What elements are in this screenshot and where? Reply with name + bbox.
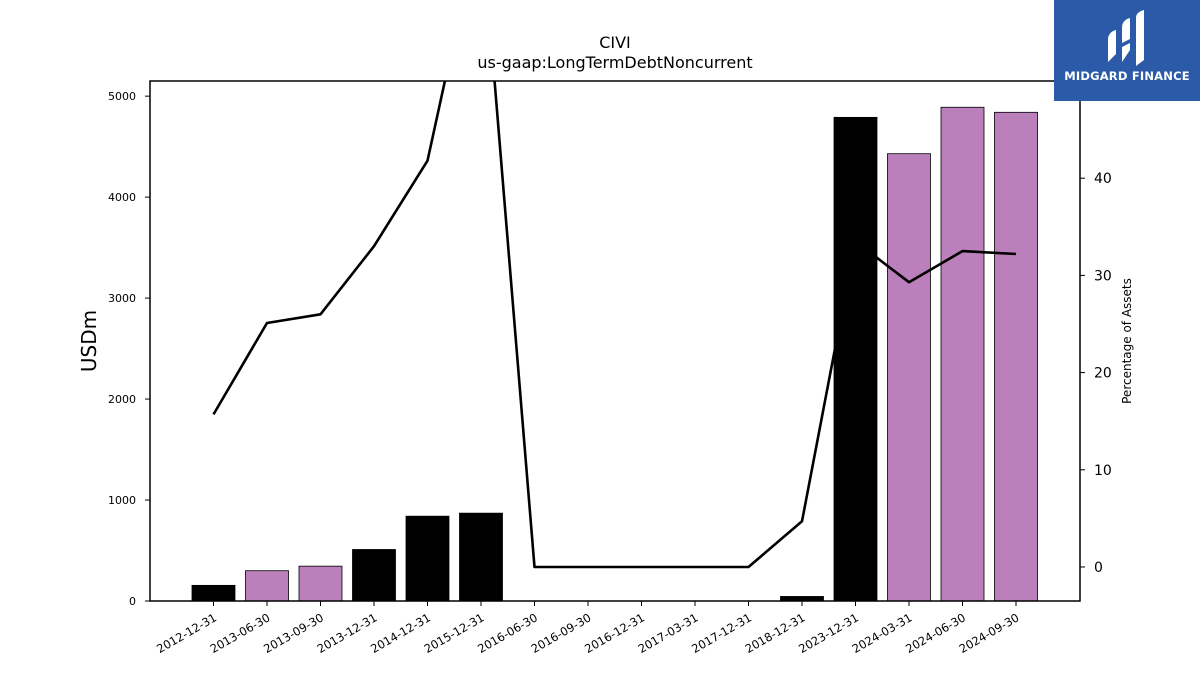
y2-axis-label: Percentage of Assets <box>1120 278 1134 404</box>
bar <box>352 549 396 602</box>
x-tick-label: 2015-12-31 <box>422 610 487 656</box>
x-tick-label: 2013-09-30 <box>261 610 326 656</box>
x-tick-label: 2017-03-31 <box>636 610 701 656</box>
x-tick-label: 2023-12-31 <box>796 610 861 656</box>
bar <box>191 584 236 602</box>
x-tick-label: 2024-03-31 <box>850 610 915 656</box>
bar <box>459 512 503 602</box>
plot-frame <box>149 80 1081 602</box>
x-tick-label: 2016-06-30 <box>475 610 540 656</box>
logo-text: MIDGARD FINANCE <box>1064 69 1190 83</box>
line-series-group <box>212 81 1017 569</box>
x-tick-label: 2024-06-30 <box>903 610 968 656</box>
y2-tick-label: 30 <box>1094 268 1112 284</box>
bar <box>994 111 1038 602</box>
bar <box>298 565 343 602</box>
bar-group <box>191 106 1038 602</box>
chart-title: CIVI <box>599 33 631 52</box>
midgard-finance-logo: MIDGARD FINANCE <box>1054 0 1200 101</box>
y-tick-label: 3000 <box>108 292 136 305</box>
y-axis: 0 1000 2000 3000 4000 5000 <box>108 90 150 608</box>
x-tick-label: 2016-12-31 <box>582 610 647 656</box>
midgard-logo-mark-icon <box>1108 10 1144 66</box>
bar <box>887 153 931 602</box>
x-tick-label: 2012-12-31 <box>154 610 219 656</box>
x-tick-label: 2017-12-31 <box>689 610 754 656</box>
y-tick-label: 4000 <box>108 191 136 204</box>
y-tick-label: 2000 <box>108 393 136 406</box>
y2-tick-label: 0 <box>1094 560 1103 576</box>
bar <box>405 515 450 602</box>
bar <box>245 570 289 602</box>
bar <box>833 116 878 602</box>
chart-subtitle: us-gaap:LongTermDebtNoncurrent <box>477 53 752 72</box>
y2-tick-label: 10 <box>1094 463 1112 479</box>
y2-axis: 0 10 20 30 40 <box>1080 171 1112 576</box>
x-tick-label: 2013-06-30 <box>208 610 273 656</box>
bar <box>940 106 985 602</box>
y-tick-label: 5000 <box>108 90 136 103</box>
x-tick-label: 2016-09-30 <box>529 610 594 656</box>
x-axis: 2012-12-312013-06-302013-09-302013-12-31… <box>154 601 1022 656</box>
y-axis-label: USDm <box>77 310 101 372</box>
percentage-line <box>212 81 1017 569</box>
x-tick-label: 2018-12-31 <box>743 610 808 656</box>
y2-tick-label: 20 <box>1094 366 1112 382</box>
x-tick-label: 2014-12-31 <box>368 610 433 656</box>
y-tick-label: 0 <box>129 595 136 608</box>
y2-tick-label: 40 <box>1094 171 1112 187</box>
y-tick-label: 1000 <box>108 494 136 507</box>
x-tick-label: 2024-09-30 <box>957 610 1022 656</box>
x-tick-label: 2013-12-31 <box>315 610 380 656</box>
